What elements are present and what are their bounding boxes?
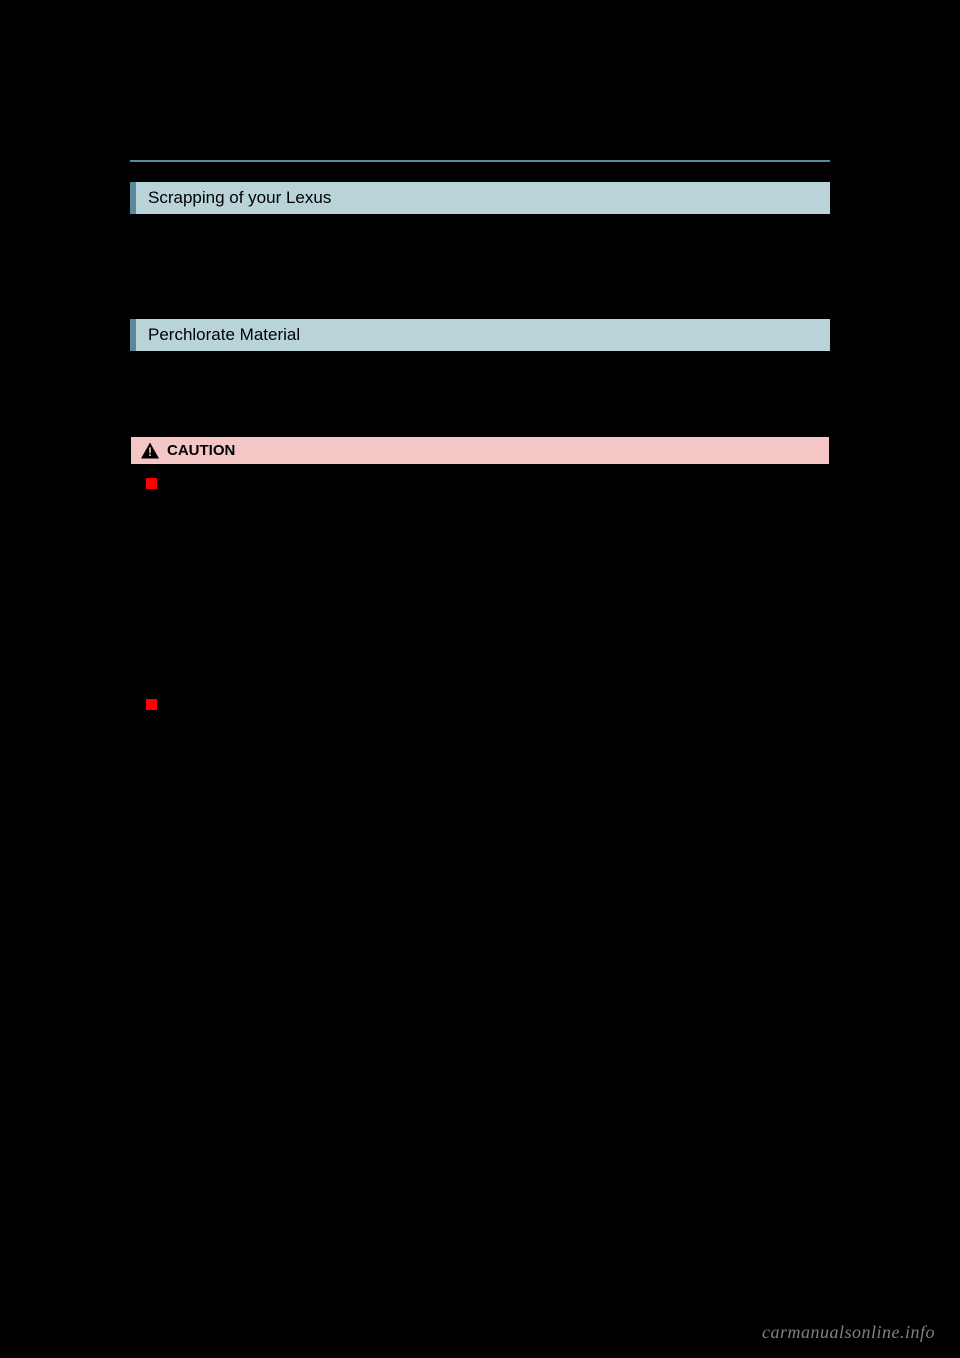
watermark: carmanualsonline.info (762, 1322, 935, 1343)
section-spacer (130, 274, 830, 319)
caution-header: CAUTION (131, 437, 829, 464)
caution-spacer (146, 497, 814, 697)
top-separator (130, 160, 830, 162)
section-header-scrapping: Scrapping of your Lexus (130, 182, 830, 214)
section-spacer (130, 411, 830, 436)
page-content: Scrapping of your Lexus Perchlorate Mate… (130, 160, 830, 780)
caution-box: CAUTION (130, 436, 830, 765)
caution-item (146, 697, 814, 710)
bullet-square-icon (146, 699, 157, 710)
warning-triangle-icon (141, 443, 159, 459)
section-title: Scrapping of your Lexus (148, 188, 331, 207)
caution-item (146, 476, 814, 489)
section-spacer (130, 366, 830, 411)
section-title: Perchlorate Material (148, 325, 300, 344)
section-spacer (130, 229, 830, 274)
caution-body (131, 464, 829, 764)
section-header-perchlorate: Perchlorate Material (130, 319, 830, 351)
caution-label: CAUTION (167, 442, 235, 459)
bullet-square-icon (146, 478, 157, 489)
